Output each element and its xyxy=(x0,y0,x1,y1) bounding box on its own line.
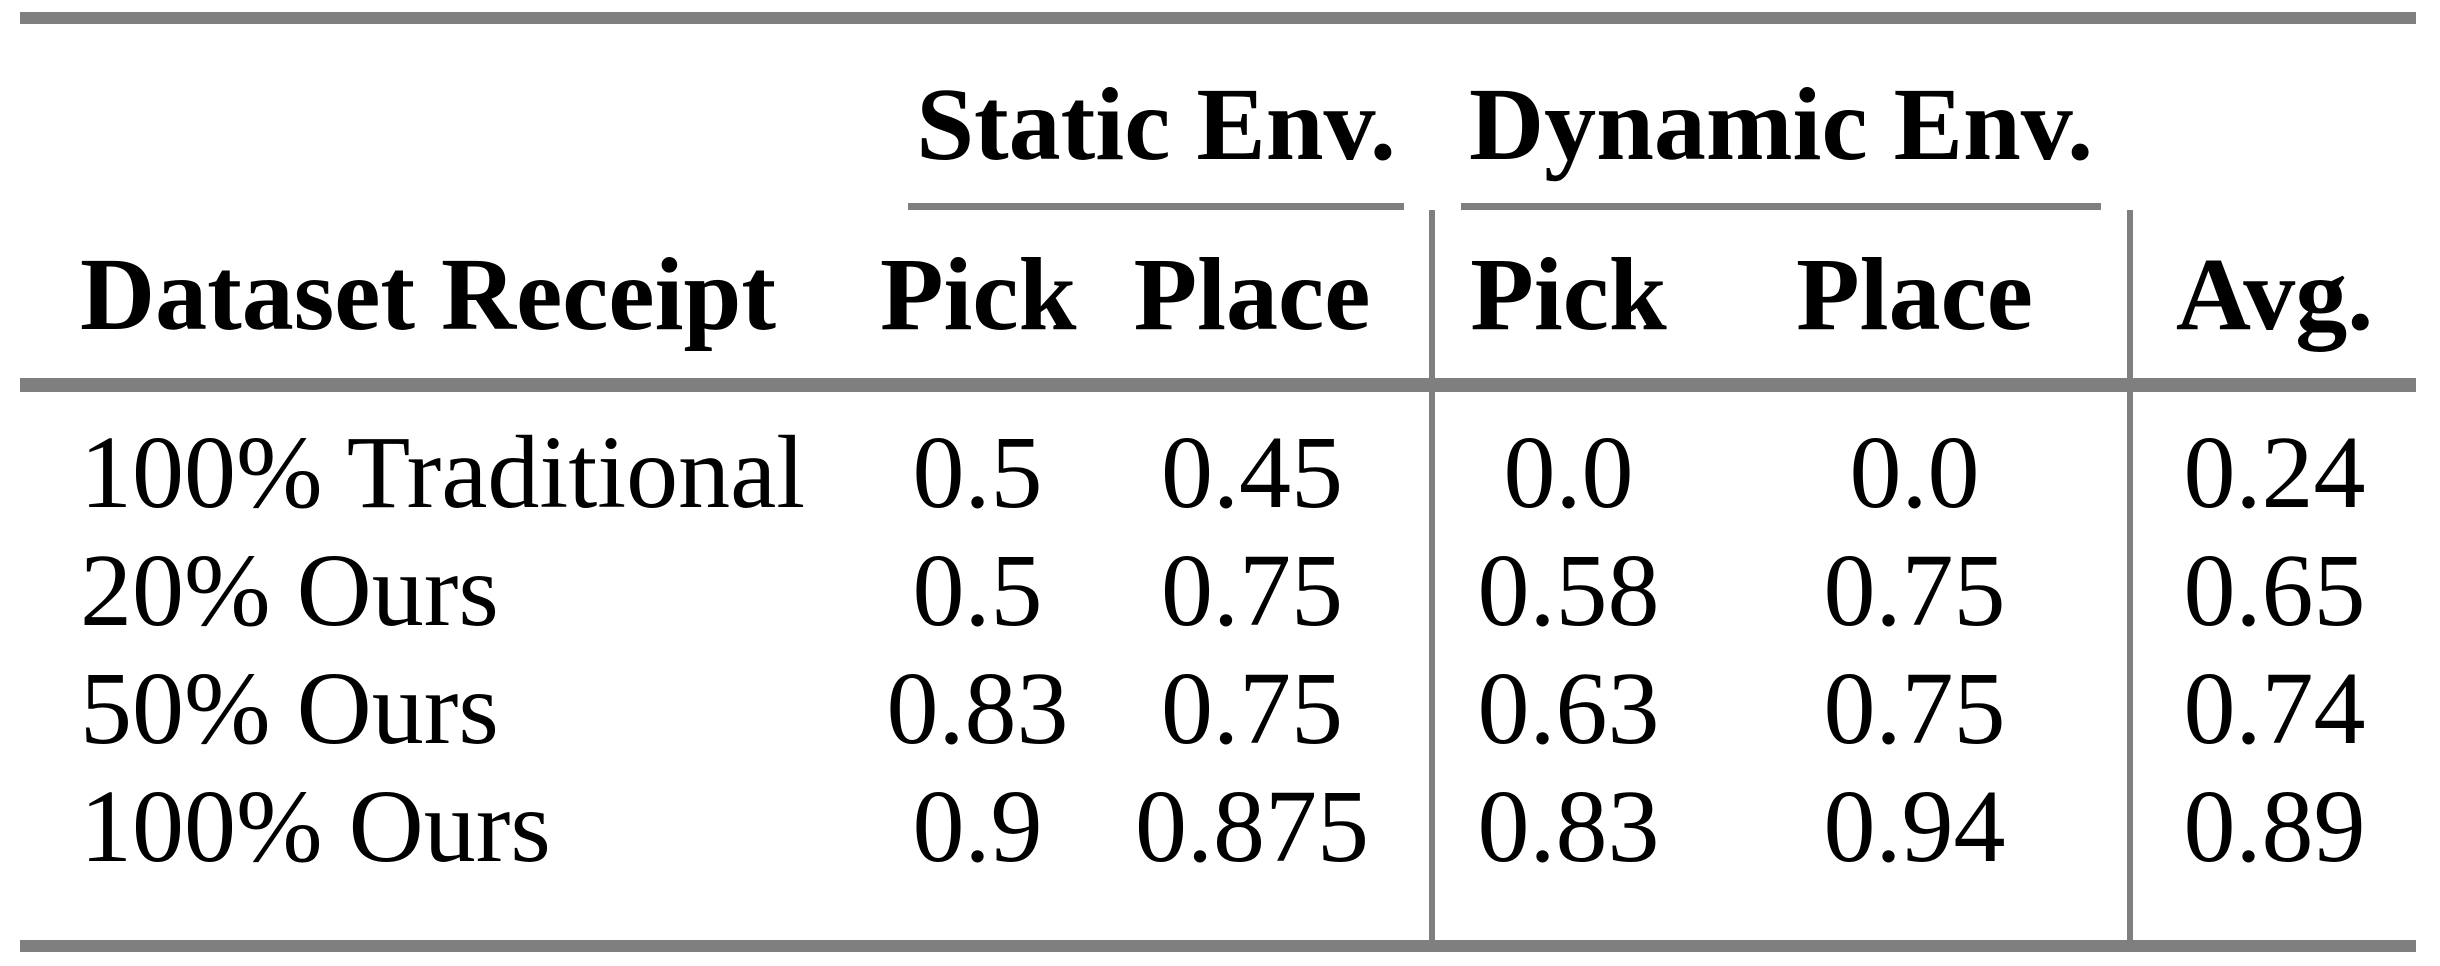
data-cell: 0.74 xyxy=(2183,651,2366,766)
data-cell: 0.45 xyxy=(1075,385,1436,532)
group-header-static-env-label: Static Env. xyxy=(908,70,1404,210)
data-cell: 0.65 xyxy=(2183,533,2366,648)
table-row: 20% Ours 0.5 0.75 0.58 0.75 0.65 xyxy=(20,532,2416,650)
data-cell: 0.83 xyxy=(886,651,1069,766)
row-label: 20% Ours xyxy=(80,533,499,648)
data-cell: 0.75 xyxy=(1075,650,1436,768)
group-header-row: Static Env. Dynamic Env. xyxy=(20,18,2416,210)
row-label: 100% Traditional xyxy=(80,415,806,530)
data-cell: 0.75 xyxy=(1702,532,2134,650)
data-cell: 0.75 xyxy=(1702,650,2134,768)
group-header-static-env: Static Env. xyxy=(880,18,1432,210)
data-cell: 0.24 xyxy=(2183,415,2366,530)
group-header-spacer xyxy=(20,18,880,210)
group-header-dynamic-env: Dynamic Env. xyxy=(1432,18,2130,210)
data-cell: 0.83 xyxy=(1477,769,1660,884)
column-header-static-pick: Pick xyxy=(880,210,1076,392)
table-row: 50% Ours 0.83 0.75 0.63 0.75 0.74 xyxy=(20,650,2416,768)
group-header-spacer xyxy=(2130,18,2416,210)
data-cell: 0.0 xyxy=(1503,415,1634,530)
column-header-dynamic-place: Place xyxy=(1702,210,2134,392)
data-cell: 0.9 xyxy=(912,769,1043,884)
data-cell: 0.58 xyxy=(1477,533,1660,648)
results-table: Static Env. Dynamic Env. Dataset Receipt… xyxy=(20,12,2417,952)
data-cell: 0.0 xyxy=(1702,385,2134,532)
column-header-avg: Avg. xyxy=(2130,210,2417,392)
data-cell: 0.5 xyxy=(912,533,1043,648)
data-cell: 0.875 xyxy=(1075,768,1436,946)
row-label: 100% Ours xyxy=(80,769,551,884)
table-row: 100% Ours 0.9 0.875 0.83 0.94 0.89 xyxy=(20,768,2416,946)
column-header-dynamic-pick: Pick xyxy=(1432,210,1703,392)
data-cell: 0.5 xyxy=(912,415,1043,530)
column-header-dataset-receipt: Dataset Receipt xyxy=(20,210,880,392)
data-cell: 0.89 xyxy=(2183,769,2366,884)
table-row: 100% Traditional 0.5 0.45 0.0 0.0 0.24 xyxy=(20,385,2416,532)
row-label: 50% Ours xyxy=(80,651,499,766)
group-header-dynamic-env-label: Dynamic Env. xyxy=(1460,70,2102,210)
data-cell: 0.94 xyxy=(1702,768,2134,946)
column-header-static-place: Place xyxy=(1075,210,1436,392)
column-header-row: Dataset Receipt Pick Place Pick Place Av… xyxy=(20,210,2417,392)
data-cell: 0.75 xyxy=(1075,532,1436,650)
data-cell: 0.63 xyxy=(1477,651,1660,766)
